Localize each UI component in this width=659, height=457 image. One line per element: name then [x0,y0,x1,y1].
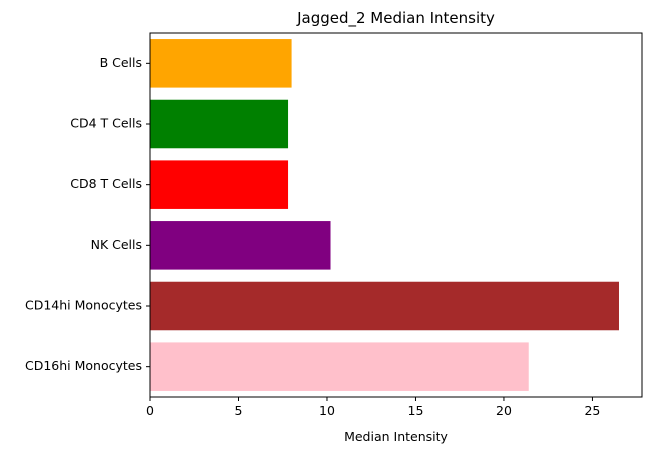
x-tick-label: 5 [235,403,243,418]
y-tick-label: CD4 T Cells [70,116,142,131]
y-tick-label: CD16hi Monocytes [25,358,142,373]
x-tick-label: 15 [408,403,424,418]
x-tick-label: 10 [319,403,335,418]
bar-cd16hi-monocytes [150,342,529,391]
x-tick-label: 20 [496,403,512,418]
bar-b-cells [150,39,292,88]
chart-title: Jagged_2 Median Intensity [296,9,495,28]
y-tick-label: B Cells [100,55,142,70]
y-tick-label: NK Cells [91,237,142,252]
y-tick-label: CD14hi Monocytes [25,298,142,313]
bar-cd4-t-cells [150,99,289,149]
bars-layer [150,39,619,391]
bar-cd14hi-monocytes [150,281,619,331]
x-axis-label: Median Intensity [344,429,448,444]
bar-nk-cells [150,221,331,270]
y-tick-label: CD8 T Cells [70,176,142,191]
x-tick-label: 0 [146,403,154,418]
axes-layer: B Cells CD4 T Cells CD8 T Cells NK Cells CD1… [25,55,600,418]
x-tick-label: 25 [584,403,600,418]
bar-cd8-t-cells [150,160,289,209]
plot-frame [149,32,643,398]
